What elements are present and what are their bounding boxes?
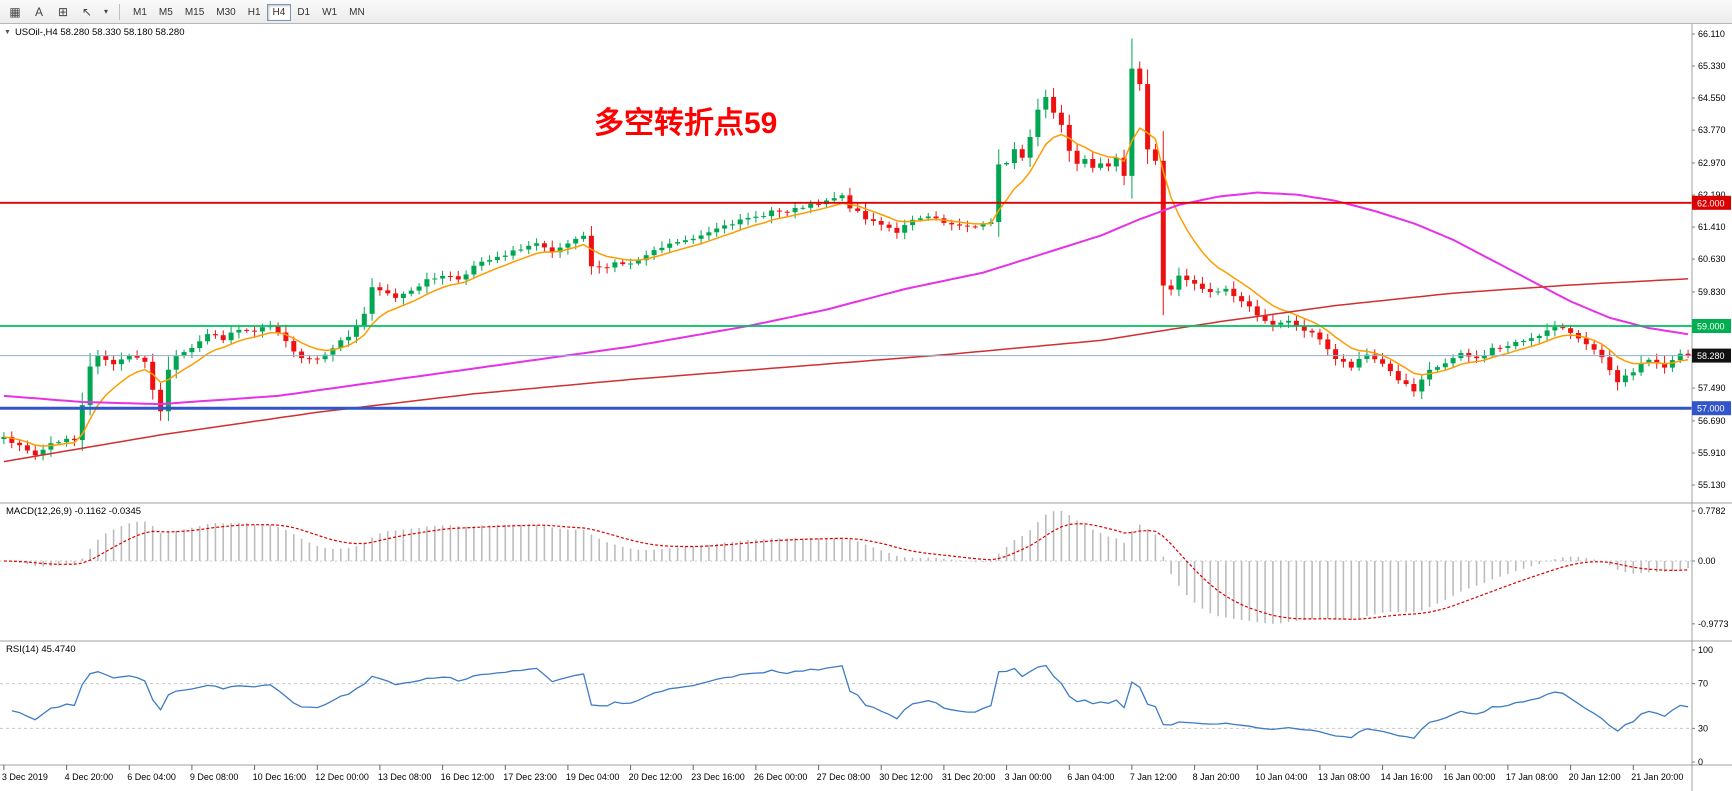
- time-label: 19 Dec 04:00: [566, 772, 620, 782]
- timeframe-button-m1[interactable]: M1: [127, 4, 153, 21]
- hline-objects-layer[interactable]: [0, 201, 1692, 410]
- time-label: 17 Dec 23:00: [503, 772, 557, 782]
- macd-indicator-label: MACD(12,26,9) -0.1162 -0.0345: [6, 506, 142, 517]
- timeframe-button-m30[interactable]: M30: [210, 4, 241, 21]
- price-tick-label: 56.690: [1698, 416, 1726, 426]
- time-label: 12 Dec 00:00: [315, 772, 369, 782]
- price-badge-label: 62.000: [1697, 198, 1725, 208]
- rsi-axis-label: 0: [1698, 757, 1703, 767]
- price-tick-label: 66.110: [1698, 29, 1725, 39]
- timeframe-button-d1[interactable]: D1: [291, 4, 316, 21]
- symbol-ohlc-label: ▼ USOil-,H4 58.280 58.330 58.180 58.280: [4, 27, 184, 38]
- time-label: 16 Jan 00:00: [1443, 772, 1495, 782]
- time-label: 6 Jan 04:00: [1067, 772, 1114, 782]
- macd-axis-label: -0.9773: [1698, 619, 1729, 629]
- time-label: 16 Dec 12:00: [441, 772, 495, 782]
- price-tick-label: 62.970: [1698, 158, 1726, 168]
- time-label: 4 Dec 20:00: [65, 772, 114, 782]
- time-label: 10 Jan 04:00: [1255, 772, 1307, 782]
- price-tick-label: 65.330: [1698, 61, 1726, 71]
- timeframe-button-h4[interactable]: H4: [266, 4, 292, 21]
- price-tick-label: 57.490: [1698, 383, 1726, 393]
- time-label: 10 Dec 16:00: [253, 772, 307, 782]
- time-label: 20 Dec 12:00: [629, 772, 683, 782]
- time-label: 9 Dec 08:00: [190, 772, 239, 782]
- rsi-indicator-label: RSI(14) 45.4740: [6, 644, 76, 655]
- time-label: 3 Jan 00:00: [1005, 772, 1052, 782]
- macd-axis-label: 0.7782: [1698, 506, 1726, 516]
- time-label: 7 Jan 12:00: [1130, 772, 1177, 782]
- rsi-axis-label: 30: [1698, 723, 1708, 733]
- macd-axis-label: 0.00: [1698, 556, 1716, 566]
- rsi-axis-label: 100: [1698, 645, 1713, 655]
- price-tick-label: 61.410: [1698, 222, 1726, 232]
- macd-panel: 0.7782 0.00 -0.9773: [0, 506, 1729, 629]
- time-label: 14 Jan 16:00: [1381, 772, 1433, 782]
- time-axis[interactable]: 3 Dec 2019 4 Dec 20:00 6 Dec 04:00 9 Dec 08…: [2, 765, 1683, 782]
- indicators-icon[interactable]: ⊞: [57, 4, 69, 19]
- rsi-line: [11, 664, 1689, 740]
- time-label: 27 Dec 08:00: [817, 772, 871, 782]
- time-label: 26 Dec 00:00: [754, 772, 808, 782]
- moving-averages-layer: [3, 127, 1689, 463]
- price-tick-label: 55.130: [1698, 480, 1726, 490]
- time-label: 13 Jan 08:00: [1318, 772, 1370, 782]
- cursor-dropdown-icon[interactable]: ▾: [103, 7, 108, 16]
- time-label: 23 Dec 16:00: [691, 772, 745, 782]
- time-label: 8 Jan 20:00: [1193, 772, 1240, 782]
- timeframe-button-m15[interactable]: M15: [179, 4, 210, 21]
- time-label: 30 Dec 12:00: [879, 772, 933, 782]
- tick-chart-icon[interactable]: ▦: [9, 4, 21, 19]
- toolbar: ▦ A ⊞ ↖ ▾ M1 M5 M15 M30 H1 H4 D1 W1 MN: [0, 0, 1732, 24]
- price-badge-label: 57.000: [1697, 404, 1725, 414]
- time-label: 21 Jan 20:00: [1631, 772, 1683, 782]
- price-tick-label: 64.550: [1698, 93, 1726, 103]
- time-label: 31 Dec 20:00: [942, 772, 996, 782]
- symbol-ohlc-text: USOil-,H4 58.280 58.330 58.180 58.280: [14, 27, 185, 38]
- toolbar-separator: [119, 3, 120, 20]
- price-badge-label: 59.000: [1697, 322, 1725, 332]
- chart-text-annotation[interactable]: 多空转折点59: [594, 107, 778, 140]
- candles-layer: [1, 38, 1691, 461]
- time-label: 20 Jan 12:00: [1569, 772, 1621, 782]
- time-label: 17 Jan 08:00: [1506, 772, 1558, 782]
- macd-signal-line: [3, 523, 1689, 620]
- collapse-arrow-icon[interactable]: ▼: [4, 29, 11, 36]
- time-label: 3 Dec 2019: [2, 772, 48, 782]
- price-tick-label: 62.190: [1698, 190, 1726, 200]
- cursor-icon[interactable]: ↖: [81, 4, 93, 19]
- rsi-panel: 100 70 30 0: [0, 645, 1713, 767]
- price-badge-57.000: [1692, 401, 1731, 416]
- ma-slow-line: [3, 278, 1689, 463]
- price-tick-label: 55.910: [1698, 448, 1726, 458]
- timeframe-button-mn[interactable]: MN: [343, 4, 371, 21]
- price-badge-label: 58.280: [1697, 351, 1725, 361]
- ma-mid-line: [3, 191, 1689, 406]
- time-label: 6 Dec 04:00: [127, 772, 176, 782]
- rsi-axis-label: 70: [1698, 679, 1708, 689]
- timeframe-button-group: M1 M5 M15 M30 H1 H4 D1 W1 MN: [127, 2, 371, 21]
- price-tick-label: 60.630: [1698, 254, 1726, 264]
- ma-fast-line: [3, 127, 1689, 447]
- timeframe-button-w1[interactable]: W1: [316, 4, 343, 21]
- price-badge-62.000: [1692, 195, 1731, 210]
- timeframe-button-h1[interactable]: H1: [242, 4, 267, 21]
- price-badge-59.000: [1692, 319, 1731, 333]
- text-tool-icon[interactable]: A: [34, 4, 43, 19]
- timeframe-button-m5[interactable]: M5: [153, 4, 179, 21]
- price-tick-label: 59.830: [1698, 287, 1726, 297]
- time-label: 13 Dec 08:00: [378, 772, 432, 782]
- price-axis[interactable]: 66.110 65.330 64.550 63.770 62.970 62.190 61.4…: [1691, 24, 1731, 791]
- price-tick-label: 63.770: [1698, 125, 1726, 135]
- price-badge-58.280: [1692, 348, 1731, 363]
